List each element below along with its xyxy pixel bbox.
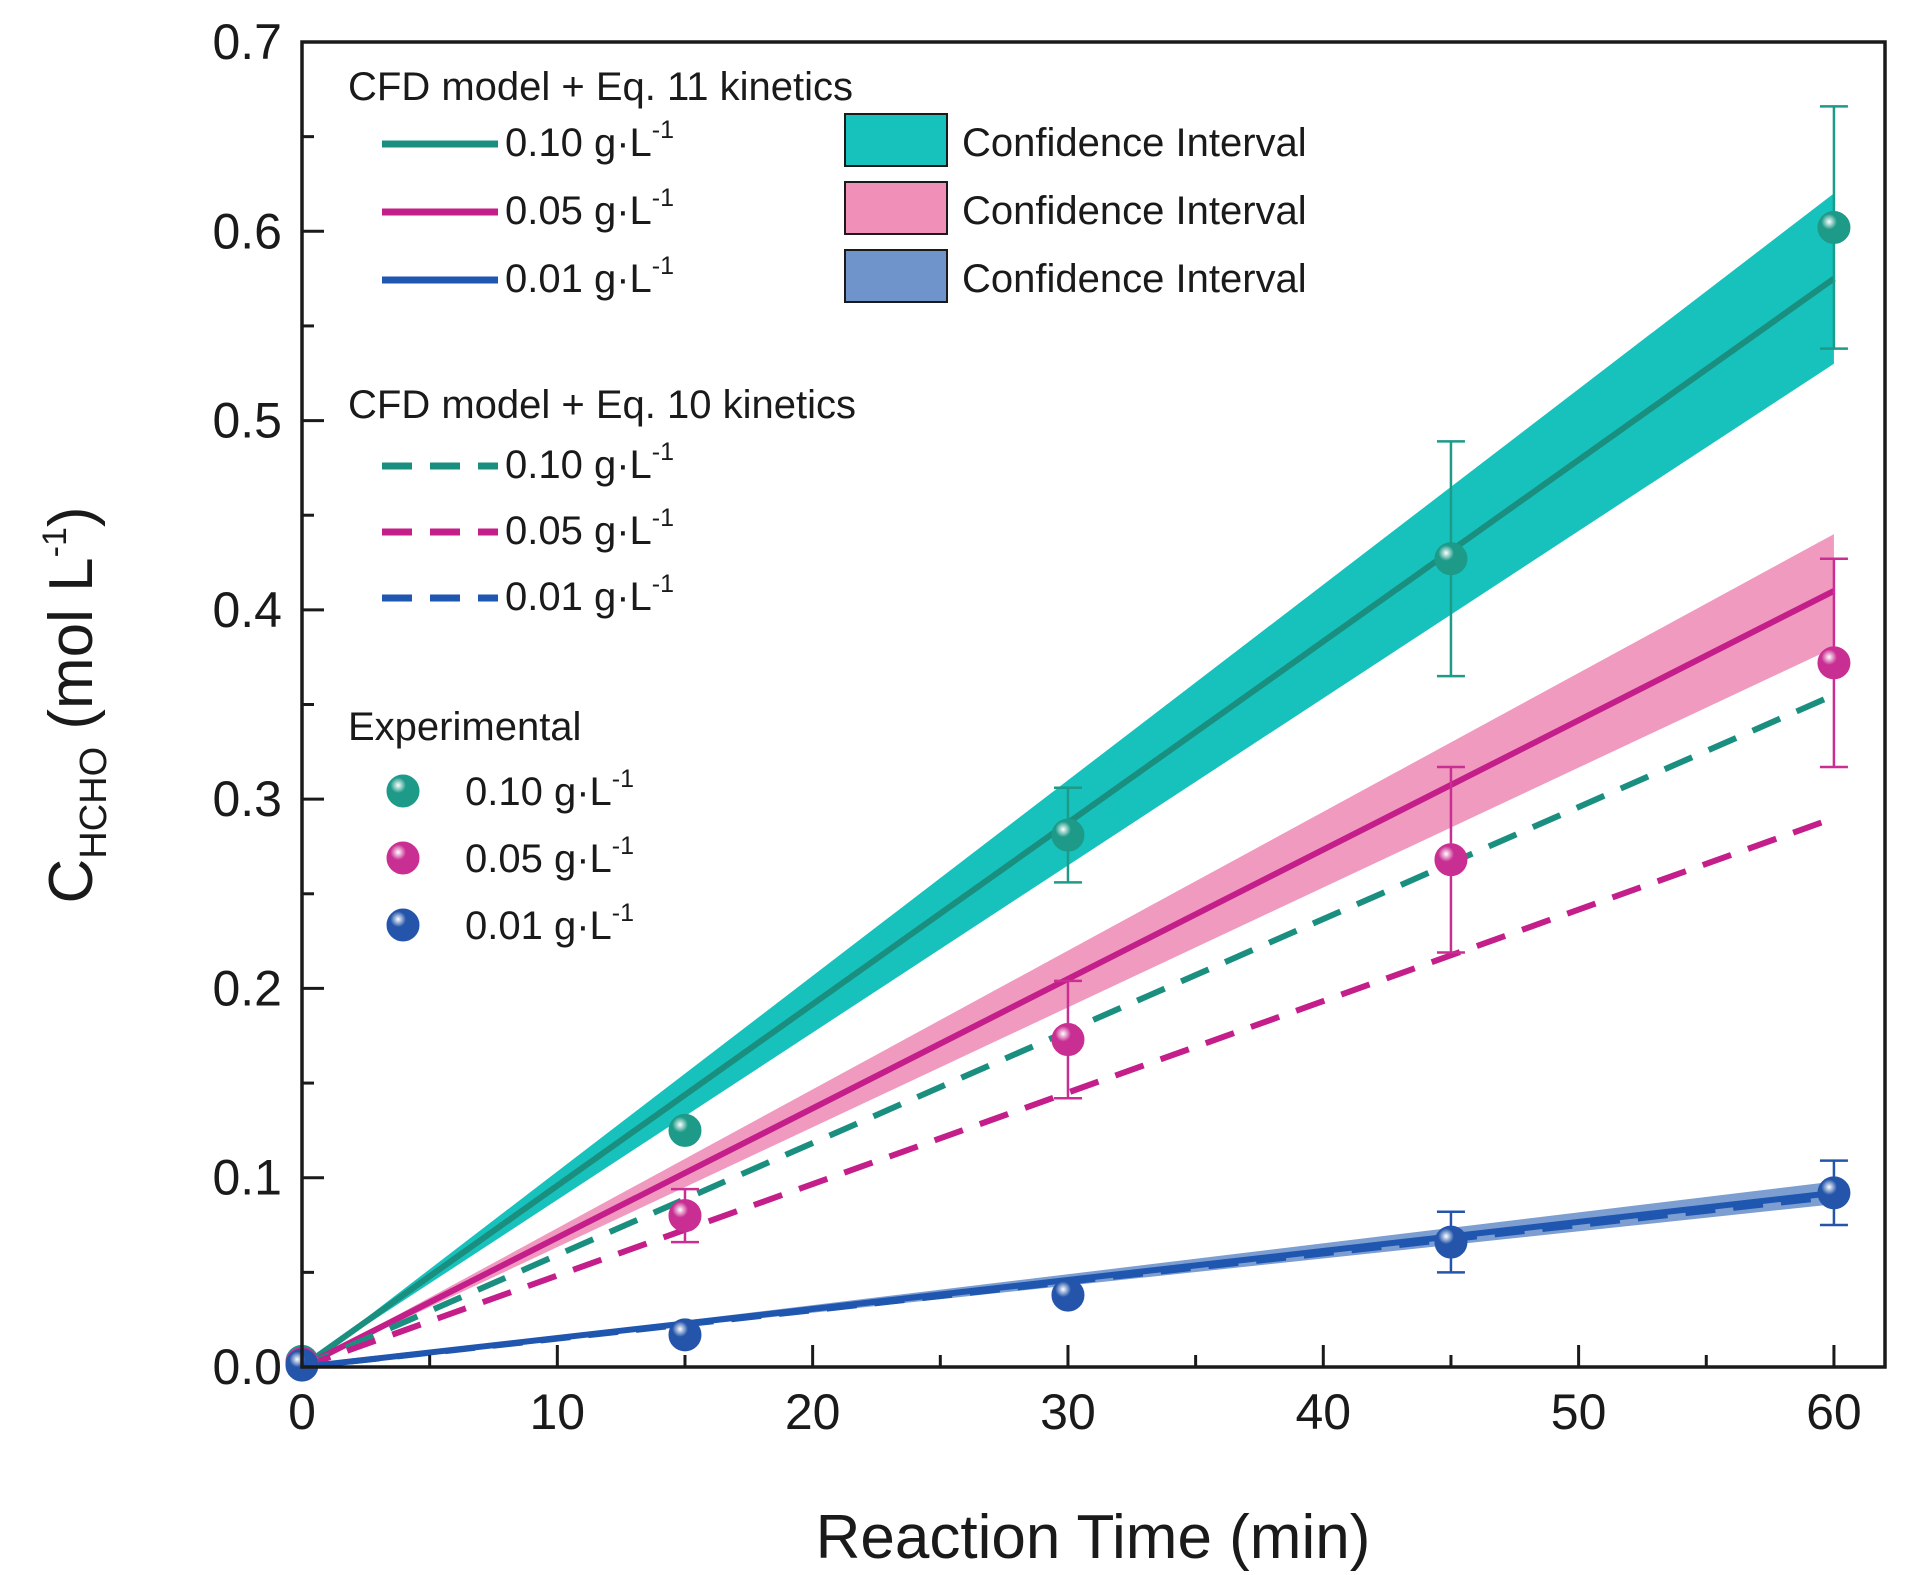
x-tick-label-5: 50	[1551, 1384, 1607, 1440]
data-point-1-2	[1051, 1023, 1085, 1057]
data-point-2-4	[1817, 1176, 1851, 1210]
legend-label-eq10-0-text: 0.10 g·L	[505, 443, 652, 487]
y-tick-label-7: 0.7	[212, 14, 282, 70]
legend-label-experimental-2-exponent: -1	[612, 899, 634, 927]
legend-band-swatch-1	[844, 181, 948, 235]
data-point-0-1	[668, 1113, 702, 1147]
data-point-0-2	[1051, 818, 1085, 852]
experimental-markers	[285, 211, 1851, 1382]
confidence-band-0	[302, 193, 1834, 1367]
x-axis-title: Reaction Time (min)	[816, 1503, 1371, 1572]
x-axis-ticks: 0 10 20 30 40 50 60	[288, 1345, 1862, 1440]
y-tick-label-2: 0.2	[212, 960, 282, 1016]
legend-label-eq10-2-text: 0.01 g·L	[505, 575, 652, 619]
legend-band-swatch-0	[844, 113, 948, 167]
legend-label-eq10-2: 0.01 g·L-1	[505, 570, 674, 619]
x-tick-label-6: 60	[1806, 1384, 1862, 1440]
legend-label-experimental-2: 0.01 g·L-1	[465, 899, 634, 948]
y-tick-label-4: 0.4	[212, 582, 282, 638]
legend-label-experimental-1-exponent: -1	[612, 832, 634, 860]
legend-label-eq11-2-text: 0.01 g·L	[505, 257, 652, 301]
legend-band-label-1: Confidence Interval	[962, 189, 1307, 233]
legend-title-eq10: CFD model + Eq. 10 kinetics	[348, 383, 856, 427]
data-point-1-1	[668, 1199, 702, 1233]
legend-marker-2	[386, 908, 420, 942]
legend-label-eq11-0-text: 0.10 g·L	[505, 121, 652, 165]
legend-label-experimental-0: 0.10 g·L-1	[465, 765, 634, 814]
y-axis-title-unit: (mol L	[37, 557, 106, 746]
y-tick-label-6: 0.6	[212, 203, 282, 259]
y-axis-title-unit-exponent: -1	[36, 527, 74, 557]
legend-label-eq11-1-exponent: -1	[652, 184, 674, 212]
y-axis-ticks: 0.0 0.1 0.2 0.3 0.4 0.5 0.6 0.7	[212, 14, 324, 1395]
legend-marker-0	[386, 774, 420, 808]
legend-band-label-0: Confidence Interval	[962, 121, 1307, 165]
legend-label-eq10-1-exponent: -1	[652, 504, 674, 532]
legend-label-experimental-0-text: 0.10 g·L	[465, 770, 612, 814]
data-point-2-3	[1434, 1225, 1468, 1259]
legend-label-eq10-1: 0.05 g·L-1	[505, 504, 674, 553]
legend-label-eq11-1: 0.05 g·L-1	[505, 184, 674, 233]
data-point-1-3	[1434, 843, 1468, 877]
data-point-2-1	[668, 1318, 702, 1352]
legend-label-experimental-1-text: 0.05 g·L	[465, 837, 612, 881]
y-tick-label-1: 0.1	[212, 1150, 282, 1206]
x-tick-label-1: 10	[530, 1384, 586, 1440]
legend-label-experimental-1: 0.05 g·L-1	[465, 832, 634, 881]
x-tick-label-0: 0	[288, 1384, 316, 1440]
legend-label-eq11-0: 0.10 g·L-1	[505, 116, 674, 165]
y-axis-title-main: C	[37, 859, 106, 904]
y-axis-title-subscript: HCHO	[73, 747, 115, 859]
legend-band-label-2: Confidence Interval	[962, 257, 1307, 301]
series-line-1	[300, 588, 1836, 1370]
y-axis-title-unit-close: )	[37, 506, 106, 527]
x-tick-label-3: 30	[1040, 1384, 1096, 1440]
legend-label-eq11-2: 0.01 g·L-1	[505, 252, 674, 301]
legend-title-eq11: CFD model + Eq. 11 kinetics	[348, 65, 853, 109]
confidence-band-1	[302, 534, 1834, 1367]
x-tick-label-4: 40	[1295, 1384, 1351, 1440]
legend-label-eq10-1-text: 0.05 g·L	[505, 509, 652, 553]
legend-label-eq11-2-exponent: -1	[652, 252, 674, 280]
series-line-4	[300, 815, 1835, 1370]
y-tick-label-3: 0.3	[212, 771, 282, 827]
data-point-1-4	[1817, 646, 1851, 680]
y-tick-label-5: 0.5	[212, 393, 282, 449]
data-point-0-3	[1434, 542, 1468, 576]
y-tick-label-0: 0.0	[212, 1339, 282, 1395]
data-point-2-2	[1051, 1278, 1085, 1312]
x-tick-label-2: 20	[785, 1384, 841, 1440]
legend-label-eq10-2-exponent: -1	[652, 570, 674, 598]
y-axis-title: CHCHO (mol L-1)	[36, 506, 115, 903]
legend-label-eq10-0-exponent: -1	[652, 438, 674, 466]
legend-label-experimental-2-text: 0.01 g·L	[465, 904, 612, 948]
legend-band-swatch-2	[844, 249, 948, 303]
axes: 0 10 20 30 40 50 60 0.0 0.1 0.2 0.3 0.4 0.5 0.6 0.7	[212, 14, 1887, 1440]
legend-title-experimental: Experimental	[348, 705, 581, 749]
legend-label-eq11-1-text: 0.05 g·L	[505, 189, 652, 233]
data-point-0-4	[1817, 211, 1851, 244]
legend-label-experimental-0-exponent: -1	[612, 765, 634, 793]
legend-label-eq11-0-exponent: -1	[652, 116, 674, 144]
legend-marker-1	[386, 841, 420, 875]
legend-label-eq10-0: 0.10 g·L-1	[505, 438, 674, 487]
